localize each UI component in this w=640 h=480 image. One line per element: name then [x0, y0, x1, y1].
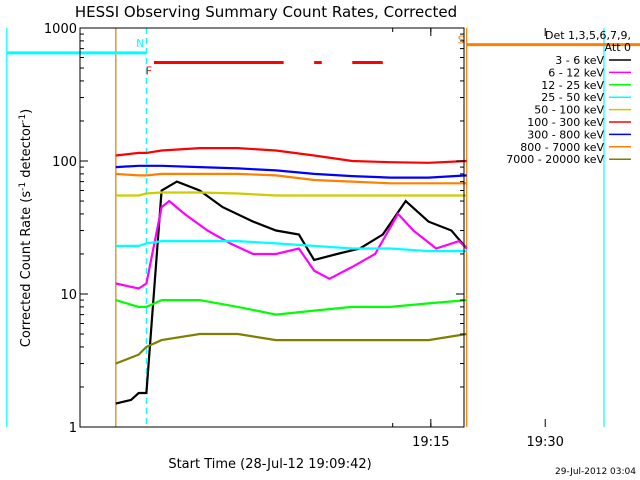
y-tick-label: 100 — [52, 155, 77, 170]
y-tick-label: 10 — [60, 288, 77, 303]
y-axis-label: Corrected Count Rate (s-1 detector-1) — [18, 109, 34, 347]
series-line — [115, 191, 467, 197]
series-line — [115, 180, 468, 405]
series-line — [115, 332, 467, 365]
legend-label: 7000 - 20000 keV — [506, 153, 604, 166]
footer-date: 29-Jul-2012 03:04 — [555, 467, 636, 477]
legend-header: Det 1,3,5,6,7,9, — [545, 29, 631, 42]
series-line — [115, 147, 467, 164]
legend-label: 25 - 50 keV — [541, 91, 604, 104]
flag-label: F — [146, 65, 152, 78]
legend-label: 300 - 800 keV — [527, 128, 604, 141]
legend-label: 50 - 100 keV — [534, 104, 604, 117]
flag-label: S — [458, 34, 465, 47]
legend-header: Att 0 — [605, 41, 631, 54]
y-axis-label-part: detector — [19, 122, 34, 182]
x-tick-label: 19:30 — [526, 435, 563, 450]
series-line — [115, 199, 468, 290]
legend-label: 3 - 6 keV — [555, 54, 604, 67]
plot-layer: NFS110100100019:1519:3019:4520:0020:1520… — [6, 22, 640, 450]
series-line — [115, 240, 467, 253]
y-axis-label-part: ) — [19, 109, 34, 114]
y-tick-label: 1 — [69, 421, 77, 436]
series-line — [115, 164, 467, 179]
y-axis-label-sup: -1 — [18, 114, 28, 123]
legend-label: 12 - 25 keV — [541, 79, 604, 92]
chart-title: HESSI Observing Summary Count Rates, Cor… — [75, 3, 457, 21]
y-axis-label-part: Corrected Count Rate (s — [19, 191, 34, 348]
y-axis-label-sup: -1 — [18, 182, 28, 191]
series-line — [115, 299, 467, 316]
y-tick-label: 1000 — [44, 22, 77, 37]
flag-label: N — [136, 37, 144, 50]
series-line — [115, 172, 467, 185]
x-axis-label: Start Time (28-Jul-12 19:09:42) — [168, 457, 371, 472]
x-tick-label: 19:15 — [412, 435, 449, 450]
legend-label: 100 - 300 keV — [527, 116, 604, 129]
legend-label: 6 - 12 keV — [548, 66, 604, 79]
legend-label: 800 - 7000 keV — [520, 141, 604, 154]
plot-frame — [79, 27, 465, 428]
